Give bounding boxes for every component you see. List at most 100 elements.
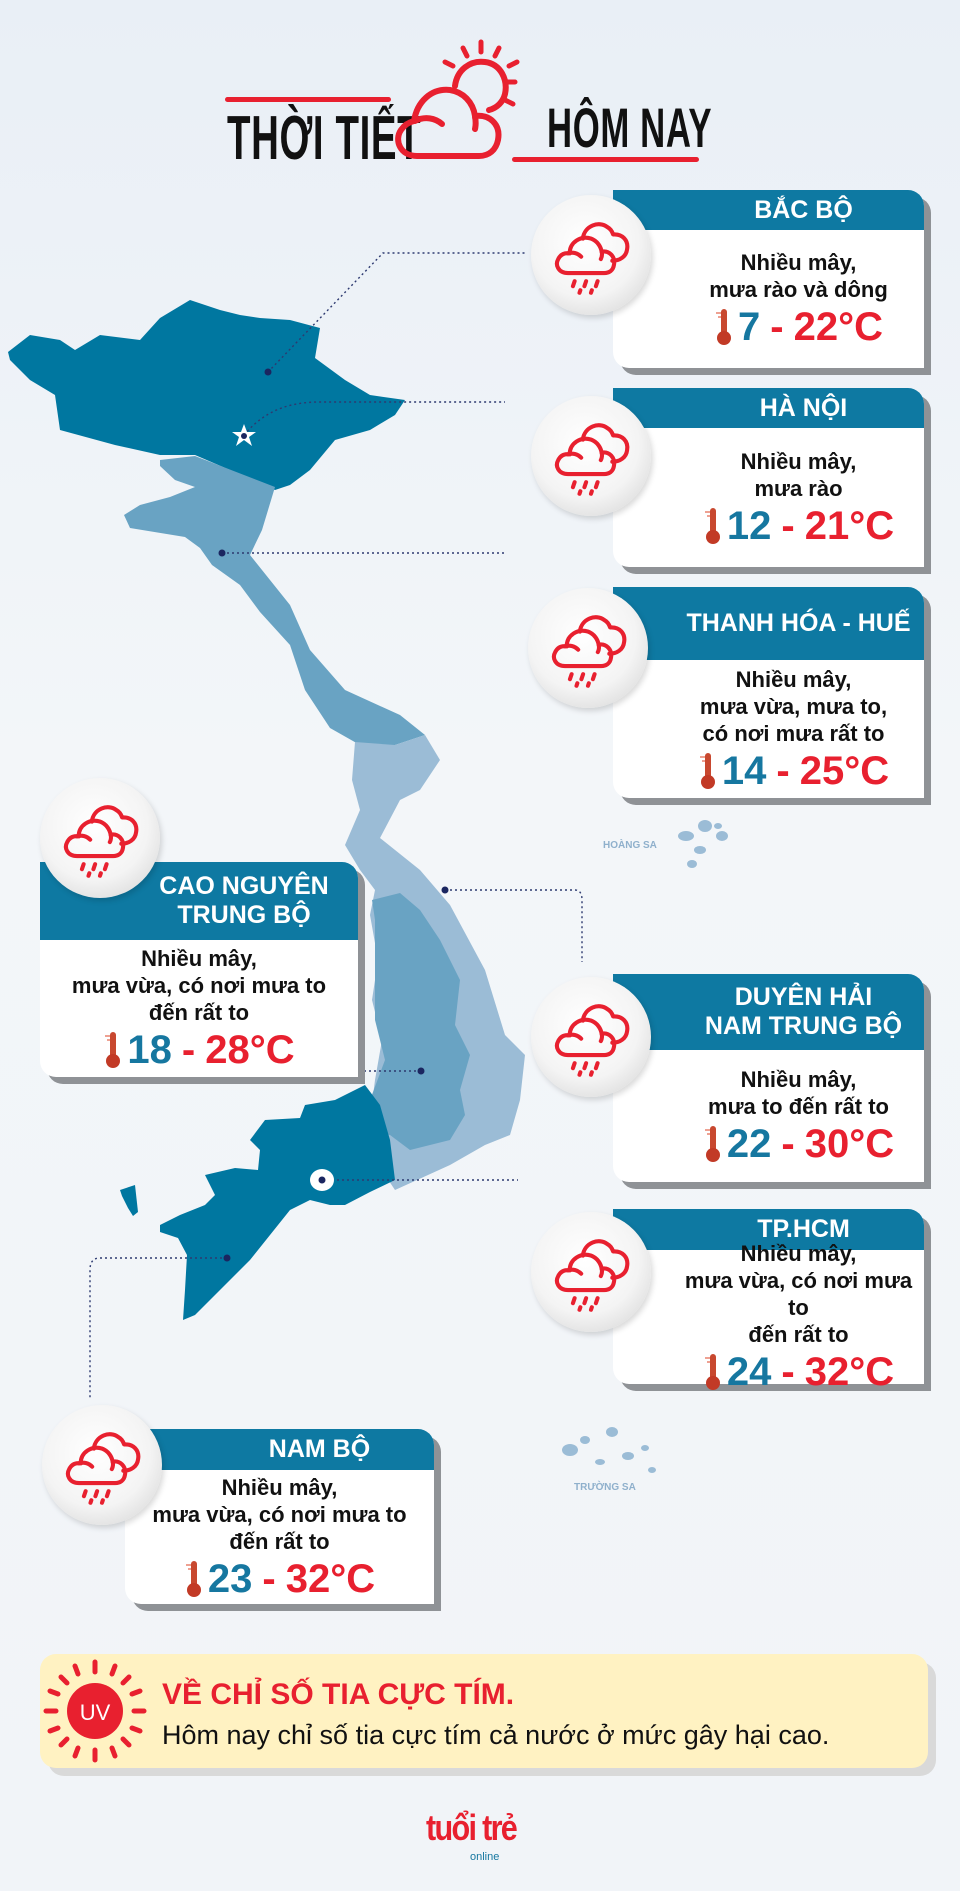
thermometer-icon bbox=[103, 1030, 123, 1070]
temp-low: 12 bbox=[726, 503, 772, 548]
uv-text: Hôm nay chỉ số tia cực tím cả nước ở mức… bbox=[162, 1720, 830, 1750]
region-description: Nhiều mây, mưa rào và dông bbox=[709, 250, 888, 302]
region-body: Nhiều mây, mưa vừa, có nơi mưa to đến rấ… bbox=[125, 1470, 434, 1604]
map-islands-truong-sa bbox=[562, 1427, 656, 1473]
temperature-range: 18 - 28 °C bbox=[103, 1028, 295, 1072]
temp-high: 32 bbox=[804, 1350, 850, 1394]
weather-icon-circle bbox=[531, 977, 651, 1097]
title-line-top bbox=[225, 97, 391, 102]
temp-high: 32 bbox=[285, 1556, 331, 1601]
region-title: HÀ NỘI bbox=[613, 388, 924, 428]
temp-separator: - bbox=[781, 1122, 795, 1166]
logo-sub: online bbox=[470, 1851, 500, 1863]
thermometer-icon bbox=[703, 1352, 723, 1392]
temp-separator: - bbox=[770, 305, 784, 349]
region-card-bac-bo: BẮC BỘ Nhiều mây, mưa rào và dông 7 - 22… bbox=[613, 190, 924, 368]
cloud-rain-icon bbox=[550, 1231, 632, 1313]
uv-sun-icon: UV bbox=[43, 1659, 147, 1763]
region-body: Nhiều mây, mưa rào 12 - 21 °C bbox=[613, 428, 924, 567]
region-title: NAM BỘ bbox=[125, 1429, 434, 1470]
title-left: THỜI TIẾT bbox=[227, 104, 422, 173]
region-title: THANH HÓA - HUẾ bbox=[613, 587, 924, 660]
temperature-range: 7 - 22 °C bbox=[714, 305, 883, 349]
uv-info-box: UV VỀ CHỈ SỐ TIA CỰC TÍM. Hôm nay chỉ số… bbox=[40, 1654, 928, 1768]
temp-separator: - bbox=[181, 1028, 196, 1072]
island-label-hoang-sa: HOÀNG SA bbox=[603, 840, 657, 851]
region-card-thanh-hoa-hue: THANH HÓA - HUẾ Nhiều mây, mưa vừa, mưa … bbox=[613, 587, 924, 798]
weather-icon-circle bbox=[531, 396, 651, 516]
uv-title: VỀ CHỈ SỐ TIA CỰC TÍM. bbox=[162, 1678, 515, 1711]
region-card-ha-noi: HÀ NỘI Nhiều mây, mưa rào 12 - 21 °C bbox=[613, 388, 924, 567]
temp-high: 21 bbox=[804, 503, 850, 548]
temp-unit: °C bbox=[838, 305, 883, 349]
weather-icon-circle bbox=[40, 778, 160, 898]
temperature-range: 23 - 32 °C bbox=[184, 1557, 375, 1601]
region-card-tp-hcm: TP.HCM Nhiều mây, mưa vừa, có nơi mưa to… bbox=[613, 1209, 924, 1394]
thermometer-icon bbox=[703, 1124, 723, 1164]
temp-high: 28 bbox=[205, 1028, 250, 1072]
map-region-north-central bbox=[124, 456, 425, 745]
region-title: DUYÊN HẢI NAM TRUNG BỘ bbox=[613, 974, 924, 1050]
cloud-rain-icon bbox=[59, 797, 141, 879]
temp-unit: °C bbox=[844, 748, 890, 793]
marker-cao-nguyen bbox=[417, 1067, 425, 1075]
thermometer-icon bbox=[703, 506, 723, 546]
region-body: Nhiều mây, mưa vừa, có nơi mưa to đến rấ… bbox=[40, 940, 358, 1077]
island-label-truong-sa: TRƯỜNG SA bbox=[574, 1482, 636, 1493]
temp-low: 24 bbox=[726, 1350, 772, 1394]
temperature-range: 24 - 32 °C bbox=[703, 1350, 894, 1394]
region-body: Nhiều mây, mưa to đến rất to 22 - 30 °C bbox=[613, 1050, 924, 1182]
temp-separator: - bbox=[776, 748, 790, 793]
temp-separator: - bbox=[781, 1350, 795, 1394]
region-title: CAO NGUYÊN TRUNG BỘ bbox=[40, 862, 358, 940]
marker-nam-bo bbox=[223, 1254, 231, 1262]
temp-unit: °C bbox=[849, 503, 895, 548]
cloud-rain-icon bbox=[61, 1424, 143, 1506]
temp-low: 22 bbox=[726, 1122, 772, 1166]
marker-bac-bo bbox=[264, 368, 272, 376]
region-description: Nhiều mây, mưa rào bbox=[740, 448, 857, 501]
weather-icon-circle bbox=[531, 1212, 651, 1332]
region-card-nam-bo: NAM BỘ Nhiều mây, mưa vừa, có nơi mưa to… bbox=[125, 1429, 434, 1604]
temp-high: 30 bbox=[804, 1122, 850, 1166]
temp-separator: - bbox=[262, 1556, 276, 1601]
weather-icon-circle bbox=[42, 1405, 162, 1525]
temperature-range: 12 - 21 °C bbox=[703, 504, 894, 548]
tuoi-tre-logo: tuổi trẻ online bbox=[426, 1808, 556, 1870]
region-description: Nhiều mây, mưa vừa, có nơi mưa to đến rấ… bbox=[71, 946, 327, 1025]
region-title: BẮC BỘ bbox=[613, 190, 924, 230]
region-title: TP.HCM bbox=[613, 1209, 924, 1250]
map-islands-hoang-sa bbox=[678, 820, 728, 868]
thermometer-icon bbox=[714, 307, 734, 347]
region-description: Nhiều mây, mưa vừa, có nơi mưa to đến rấ… bbox=[152, 1474, 407, 1554]
region-body: Nhiều mây, mưa vừa, có nơi mưa to đến rấ… bbox=[613, 1241, 924, 1394]
temp-high: 22 bbox=[793, 305, 839, 349]
cloud-rain-icon bbox=[550, 996, 632, 1078]
region-description: Nhiều mây, mưa vừa, có nơi mưa to đến rấ… bbox=[684, 1241, 913, 1347]
temp-unit: °C bbox=[249, 1028, 295, 1072]
region-body: Nhiều mây, mưa rào và dông 7 - 22 °C bbox=[613, 230, 924, 368]
cloud-rain-icon bbox=[547, 607, 629, 689]
map-region-south bbox=[160, 1085, 395, 1320]
region-description: Nhiều mây, mưa vừa, mưa to, có nơi mưa r… bbox=[699, 666, 888, 746]
logo-main: tuổi trẻ bbox=[426, 1807, 518, 1848]
cloud-rain-icon bbox=[550, 415, 632, 497]
title-right: HÔM NAY bbox=[547, 96, 713, 159]
marker-duyen-hai bbox=[441, 886, 449, 894]
temp-low: 23 bbox=[207, 1556, 253, 1601]
weather-icon-circle bbox=[528, 588, 648, 708]
region-card-cao-nguyen-trung-bo: CAO NGUYÊN TRUNG BỘ Nhiều mây, mưa vừa, … bbox=[40, 862, 358, 1077]
region-card-duyen-hai-nam-trung-bo: DUYÊN HẢI NAM TRUNG BỘ Nhiều mây, mưa to… bbox=[613, 974, 924, 1182]
temperature-range: 14 - 25 °C bbox=[698, 749, 889, 793]
cloud-rain-icon bbox=[550, 214, 632, 296]
temp-separator: - bbox=[781, 503, 795, 548]
thermometer-icon bbox=[184, 1559, 204, 1599]
temp-high: 25 bbox=[799, 748, 845, 793]
map-region-north bbox=[8, 300, 405, 490]
uv-badge: UV bbox=[80, 1700, 111, 1725]
temp-low: 14 bbox=[721, 748, 767, 793]
title-line-bottom bbox=[512, 157, 699, 162]
temp-low: 18 bbox=[127, 1028, 172, 1072]
temp-unit: °C bbox=[849, 1350, 895, 1394]
